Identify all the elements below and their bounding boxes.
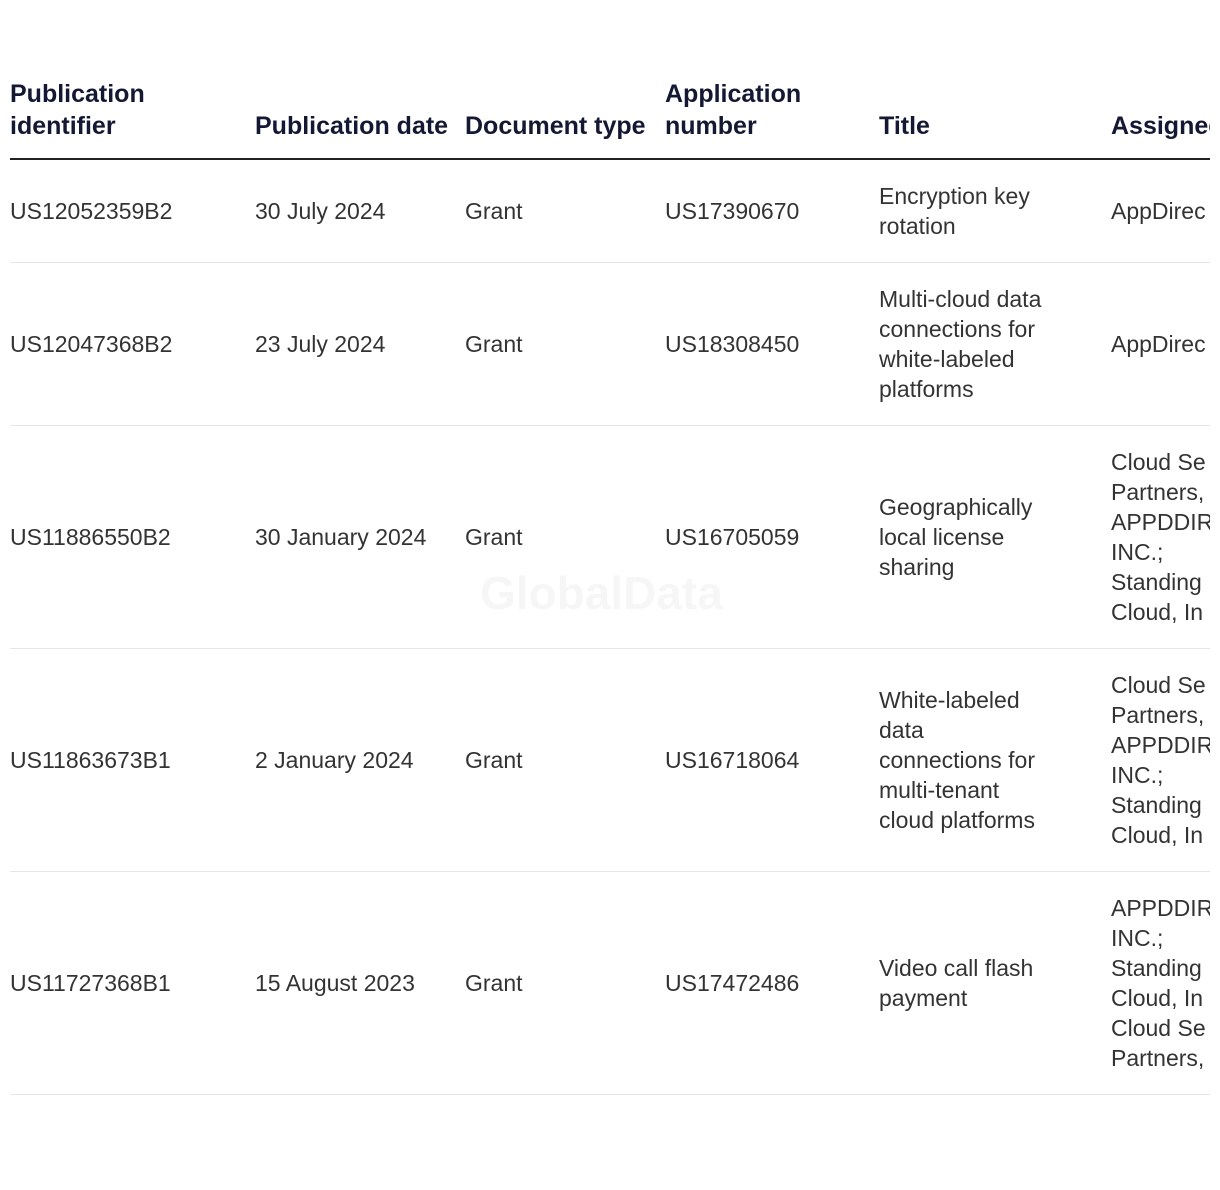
cell-text: 2 January 2024 (255, 747, 414, 773)
table-body: US12052359B2 30 July 2024 Grant US17390670 E… (10, 159, 1210, 1095)
header-row: Publication identifier Publication date Do… (10, 78, 1210, 160)
cell-text: US16705059 (665, 524, 800, 550)
table-cell: US12047368B2 (10, 262, 255, 426)
table-cell: 30 January 2024 (255, 425, 465, 649)
header-text: Assignee (1111, 112, 1210, 140)
cell-line: Partners, (1111, 479, 1205, 505)
cell-line: Cloud Se (1111, 1015, 1206, 1041)
cell-text: Video call flash payment (879, 955, 1034, 1011)
table-cell: Grant (465, 648, 665, 872)
table-cell: Grant (465, 159, 665, 263)
cell-line: AppDirec (1111, 331, 1206, 357)
table-cell: US17472486 (665, 871, 879, 1095)
table-cell: Cloud Se Partners, APPDDIR INC.; Standing Clo… (1111, 648, 1210, 872)
cell-text: 15 August 2023 (255, 970, 415, 996)
column-header: Publication date (255, 78, 465, 160)
table-cell: Grant (465, 425, 665, 649)
table-row: US11727368B1 15 August 2023 Grant US1747248… (10, 871, 1210, 1095)
cell-text: Geographically local license sharing (879, 494, 1033, 580)
cell-line: Standing (1111, 955, 1202, 981)
cell-text: Multi-cloud data connections for white-l… (879, 286, 1042, 402)
table-row: US11886550B2 30 January 2024 Grant US167050… (10, 425, 1210, 649)
header-text: Document type (465, 112, 646, 140)
table-cell: White-labeled data connections for multi… (879, 648, 1111, 872)
cell-text: US12047368B2 (10, 331, 173, 357)
cell-line: INC.; (1111, 539, 1164, 565)
cell-text: US16718064 (665, 747, 800, 773)
cell-text: Grant (465, 970, 523, 996)
table-row: US11863673B1 2 January 2024 Grant US1671806… (10, 648, 1210, 872)
cell-line: INC.; (1111, 925, 1164, 951)
table-cell: AppDirec (1111, 159, 1210, 263)
table-row: US12052359B2 30 July 2024 Grant US17390670 E… (10, 159, 1210, 263)
cell-text: US18308450 (665, 331, 800, 357)
table-cell: 23 July 2024 (255, 262, 465, 426)
cell-text: 30 January 2024 (255, 524, 427, 550)
table-row: US12047368B2 23 July 2024 Grant US18308450 M… (10, 262, 1210, 426)
cell-line: Cloud, In (1111, 599, 1204, 625)
column-header: Publication identifier (10, 78, 255, 160)
table-cell: Geographically local license sharing (879, 425, 1111, 649)
column-header: Title (879, 78, 1111, 160)
cell-line: Partners, (1111, 702, 1205, 728)
column-header: Assignee (1111, 78, 1210, 160)
table-cell: Cloud Se Partners, APPDDIR INC.; Standing Clo… (1111, 425, 1210, 649)
cell-text: 23 July 2024 (255, 331, 386, 357)
cell-line: Cloud, In (1111, 985, 1204, 1011)
table-cell: US16705059 (665, 425, 879, 649)
cell-line: Cloud Se (1111, 672, 1206, 698)
header-text: Publication identifier (10, 80, 145, 140)
cell-text: US11863673B1 (10, 747, 171, 773)
table-cell: US16718064 (665, 648, 879, 872)
cell-text: US17472486 (665, 970, 800, 996)
table-cell: 15 August 2023 (255, 871, 465, 1095)
header-text: Application number (665, 80, 802, 140)
cell-line: AppDirec (1111, 198, 1206, 224)
cell-line: APPDDIR (1111, 509, 1210, 535)
table-cell: 2 January 2024 (255, 648, 465, 872)
table-cell: Video call flash payment (879, 871, 1111, 1095)
cell-text: Grant (465, 331, 523, 357)
table-cell: US11863673B1 (10, 648, 255, 872)
cell-line: APPDDIR (1111, 732, 1210, 758)
cell-text: US12052359B2 (10, 198, 173, 224)
header-text: Publication date (255, 112, 449, 140)
table-cell: US17390670 (665, 159, 879, 263)
cell-line: INC.; (1111, 762, 1164, 788)
table-cell: US11886550B2 (10, 425, 255, 649)
table-cell: APPDDIR INC.; Standing Cloud, In Cloud Se Par… (1111, 871, 1210, 1095)
cell-text: Grant (465, 198, 523, 224)
table-container: Publication identifier Publication date Do… (10, 78, 1210, 1095)
table-cell: US18308450 (665, 262, 879, 426)
cell-text: Grant (465, 747, 523, 773)
table-cell: Multi-cloud data connections for white-l… (879, 262, 1111, 426)
cell-line: Standing (1111, 792, 1202, 818)
cell-line: Cloud Se (1111, 449, 1206, 475)
cell-text: White-labeled data connections for multi… (879, 687, 1035, 833)
cell-line: Partners, (1111, 1045, 1205, 1071)
table-cell: Encryption key rotation (879, 159, 1111, 263)
cell-text: Encryption key rotation (879, 183, 1030, 239)
column-header: Document type (465, 78, 665, 160)
header-text: Title (879, 112, 930, 140)
cell-line: APPDDIR (1111, 895, 1210, 921)
table-cell: AppDirec (1111, 262, 1210, 426)
cell-line: Cloud, In (1111, 822, 1204, 848)
table-cell: US11727368B1 (10, 871, 255, 1095)
cell-text: 30 July 2024 (255, 198, 386, 224)
table-cell: Grant (465, 871, 665, 1095)
cell-text: Grant (465, 524, 523, 550)
column-header: Application number (665, 78, 879, 160)
table-cell: 30 July 2024 (255, 159, 465, 263)
cell-line: Standing (1111, 569, 1202, 595)
cell-text: US11727368B1 (10, 970, 171, 996)
cell-text: US17390670 (665, 198, 800, 224)
patent-table: Publication identifier Publication date Do… (10, 78, 1210, 1095)
table-cell: Grant (465, 262, 665, 426)
table-cell: US12052359B2 (10, 159, 255, 263)
cell-text: US11886550B2 (10, 524, 171, 550)
